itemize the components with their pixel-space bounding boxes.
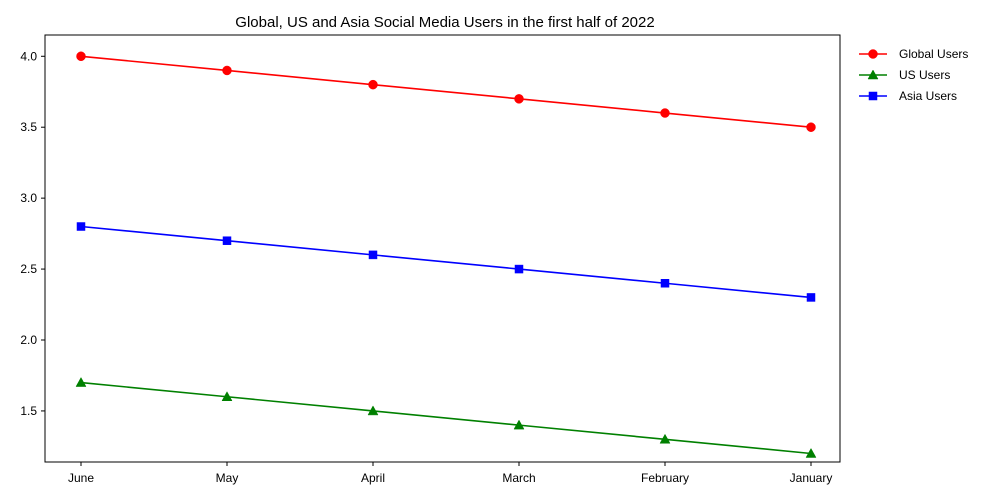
y-tick-label: 1.5 [20,404,37,418]
data-point-us-users [221,391,233,401]
series-layer [75,51,817,458]
legend-label: US Users [899,68,950,82]
data-point-global-users [514,94,524,104]
legend-entry-asia-users: Asia Users [859,89,957,103]
data-point-asia-users [76,222,86,231]
axes: June May April March February January 1.5 2.0 2.… [20,34,841,485]
legend-entry-us-users: US Users [859,68,950,82]
data-point-global-users [222,65,232,76]
x-tick-label: February [641,471,689,485]
data-point-asia-users [222,236,232,245]
data-point-global-users [368,79,378,90]
legend-entry-global-users: Global Users [859,47,968,61]
data-point-global-users [806,122,816,132]
y-tick-label: 2.5 [20,262,37,276]
data-point-asia-users [660,279,670,288]
data-point-us-users [513,419,525,430]
legend-marker [867,69,879,80]
data-point-us-users [659,433,671,444]
legend-label: Global Users [899,47,968,61]
legend-marker [868,91,878,101]
series-line-us-users [80,381,812,455]
x-tick-label: June [68,471,94,485]
y-tick-label: 2.0 [20,333,37,347]
series-global-users [76,51,816,132]
data-point-asia-users [368,250,378,260]
series-line-global-users [80,55,812,129]
x-tick-label: April [361,471,385,485]
series-asia-users [76,222,816,302]
x-tick-label: May [216,471,239,485]
y-tick-label: 3.0 [20,191,37,205]
y-tick-label: 3.5 [20,120,37,134]
x-tick-label: March [502,471,535,485]
plot-frame [44,34,841,463]
y-tick-label: 4.0 [20,49,37,63]
series-us-users [75,377,817,458]
data-point-us-users [367,405,379,416]
data-point-asia-users [806,293,816,302]
data-point-global-users [76,51,86,62]
data-point-global-users [660,108,670,118]
chart-title: Global, US and Asia Social Media Users i… [235,14,654,31]
legend-marker [868,49,878,59]
x-tick-label: January [790,471,833,485]
legend: Global Users US Users Asia Users [859,47,968,103]
series-line-asia-users [80,225,812,299]
data-point-us-users [75,377,87,387]
data-point-asia-users [514,264,524,274]
data-point-us-users [805,447,817,458]
legend-label: Asia Users [899,89,957,103]
